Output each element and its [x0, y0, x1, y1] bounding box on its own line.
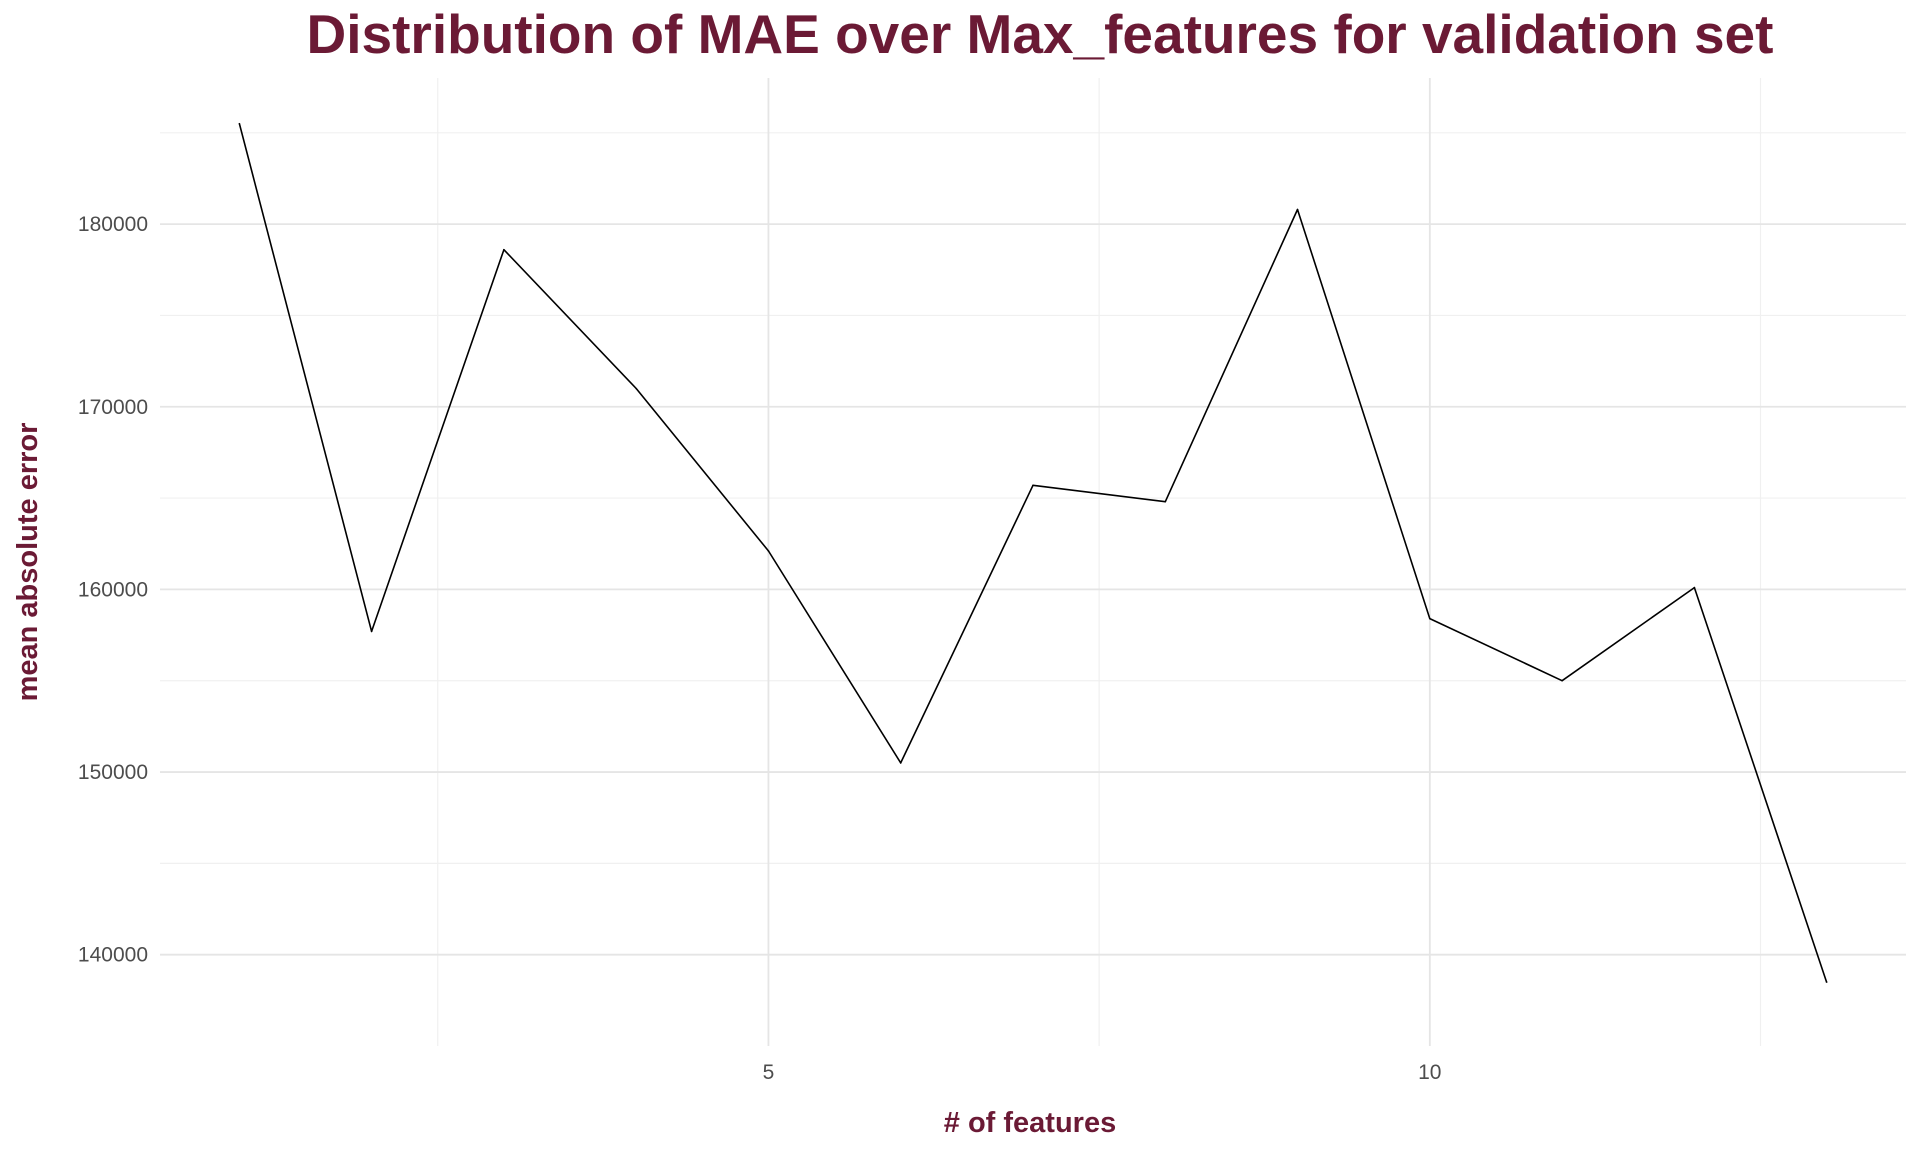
chart-title: Distribution of MAE over Max_features fo… — [307, 3, 1774, 65]
mae-series-line — [238, 123, 1828, 983]
y-tick-label: 150000 — [78, 761, 148, 784]
x-tick-label: 5 — [763, 1061, 775, 1084]
tick-labels: 140000 150000 160000 170000 180000 5 10 — [78, 213, 1442, 1084]
data-point — [1164, 500, 1167, 503]
data-point — [767, 550, 770, 552]
data-point — [899, 762, 902, 764]
x-tick-label: 10 — [1418, 1061, 1441, 1084]
x-axis-title: # of features — [944, 1107, 1116, 1139]
data-point — [1561, 679, 1563, 682]
y-tick-label: 170000 — [78, 396, 148, 419]
data-point — [1296, 208, 1299, 211]
data-point — [370, 630, 373, 633]
grid — [160, 78, 1906, 1046]
y-tick-label: 180000 — [78, 213, 148, 236]
data-point — [1429, 617, 1431, 620]
y-axis-title: mean absolute error — [12, 423, 44, 702]
y-tick-label: 160000 — [78, 578, 148, 601]
data-point — [635, 387, 637, 390]
data-point — [1693, 586, 1696, 589]
y-tick-label: 140000 — [78, 944, 148, 967]
data-layer — [238, 122, 1828, 983]
data-point — [503, 248, 505, 251]
data-point — [1032, 484, 1034, 487]
data-point — [238, 122, 241, 125]
data-point — [1825, 981, 1828, 983]
